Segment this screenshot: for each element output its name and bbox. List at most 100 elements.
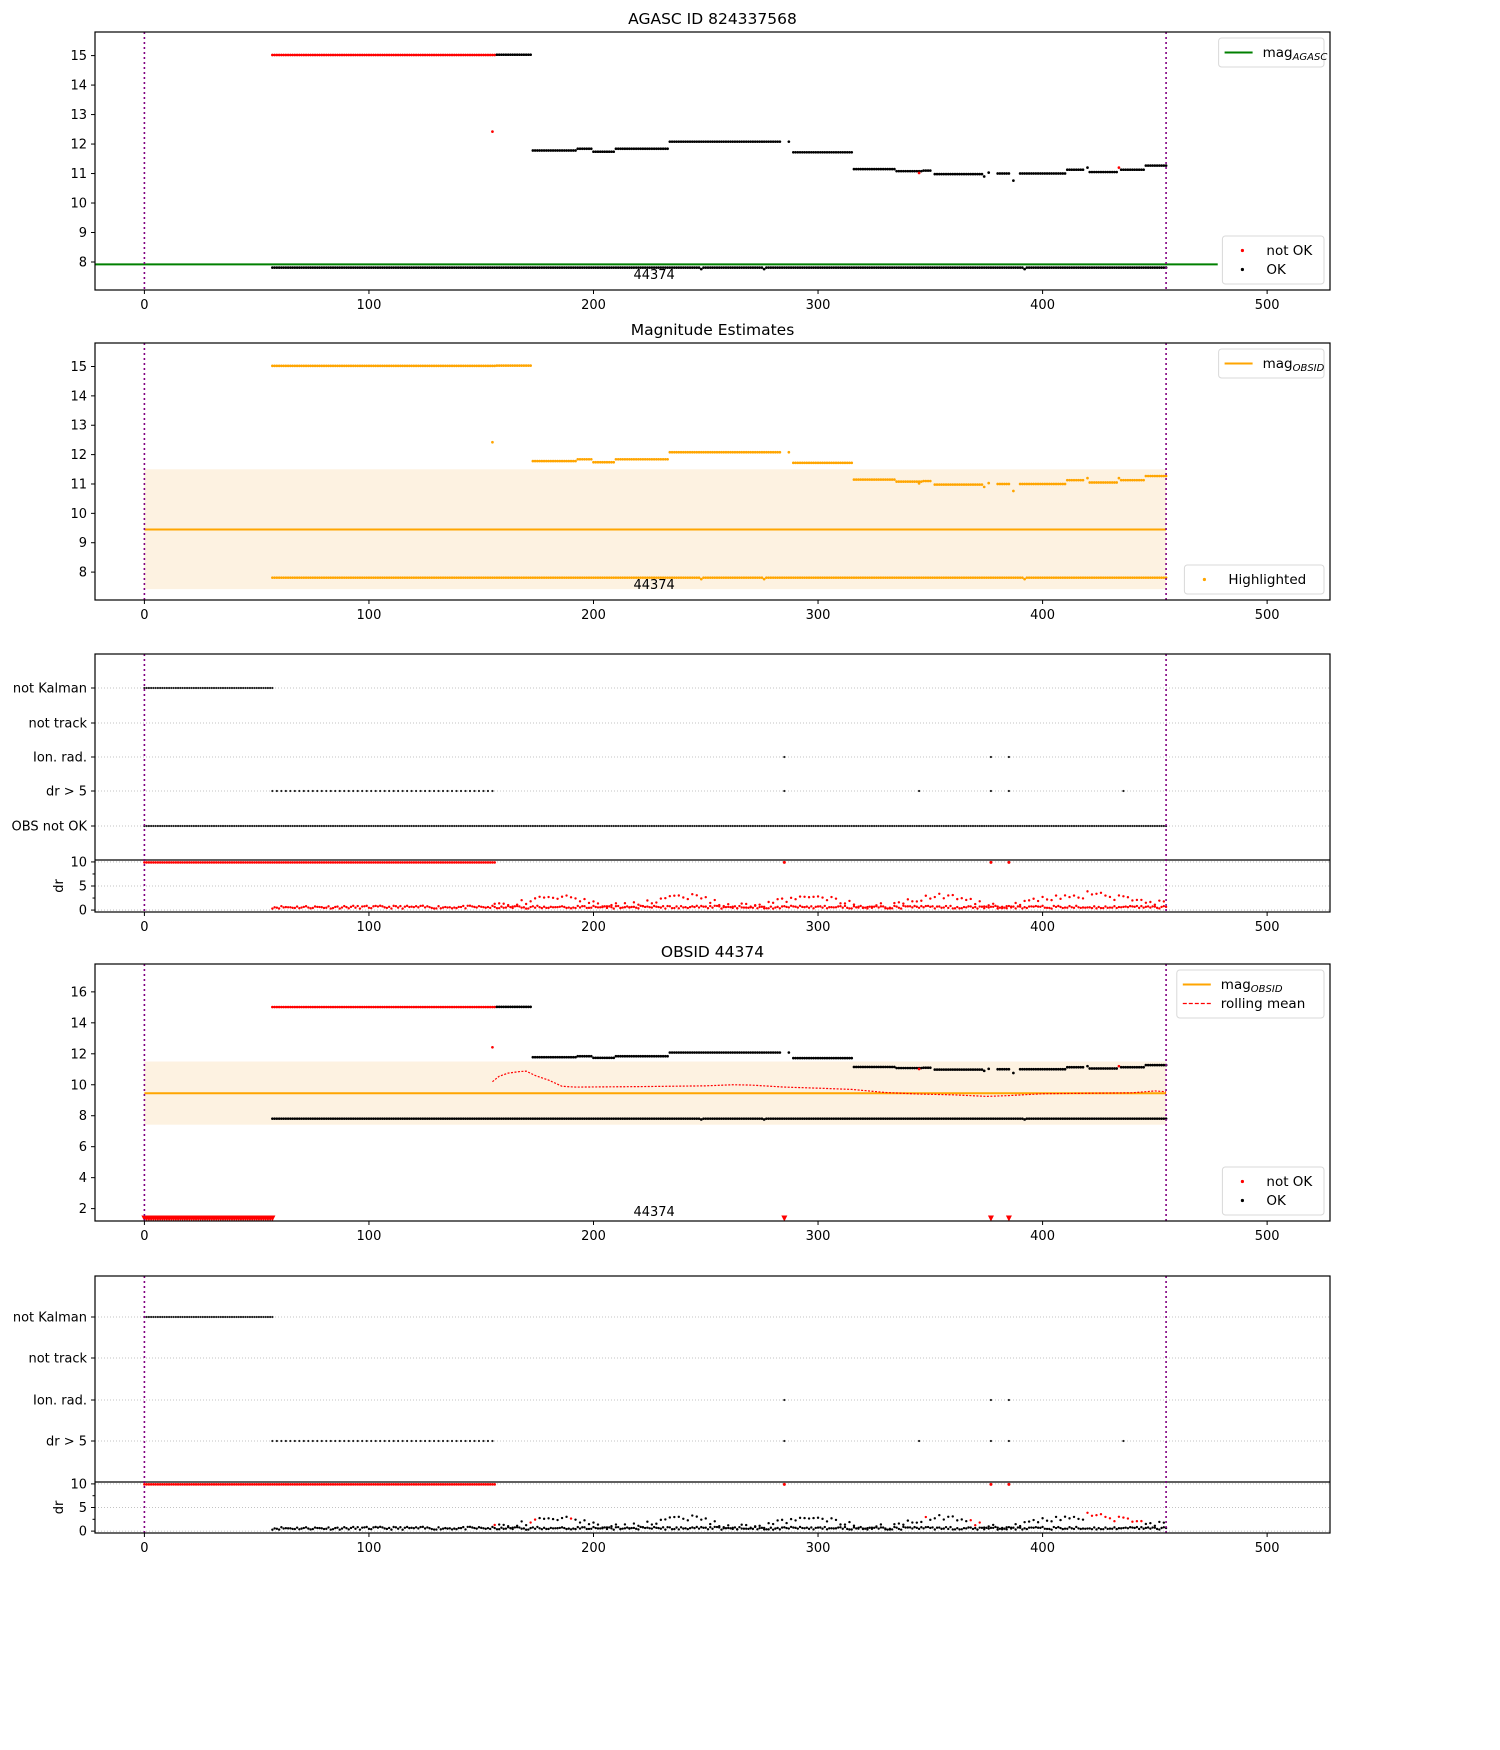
dr-point [1102,1527,1105,1531]
mag-point [421,266,425,269]
x-tick-label: 100 [357,920,382,935]
dr-point [1061,906,1064,910]
mag-point [1018,576,1022,580]
dr-point [533,1527,537,1530]
dr-point [623,1523,627,1526]
mag-point [437,1117,440,1121]
mag-point [722,266,726,269]
dr-point [643,1526,647,1530]
flag-point [653,824,656,828]
mag-point [980,1068,984,1071]
dr-point-large [190,861,193,864]
mag-point [497,1117,501,1121]
flag-point [251,1315,254,1319]
mag-point [778,1051,782,1054]
mag-point [466,576,470,580]
mag-point [408,1117,411,1121]
mag-point [964,1117,968,1121]
mag-point [1142,1065,1145,1069]
mag-point [1050,1067,1053,1071]
mag-point [619,266,622,269]
flag-point [262,824,265,828]
mag-point [607,576,611,580]
mag-point [297,364,301,368]
mag-point [322,576,326,580]
mag-point [502,1005,506,1009]
mag-point [329,364,333,368]
mag-point [423,53,427,57]
flag-point [1138,824,1141,828]
mag-point [596,150,600,154]
dr-point-large [354,1483,357,1486]
dr-point [480,905,483,908]
mag-point [419,1005,422,1009]
dr-point [652,1525,656,1529]
flag-point [392,1439,395,1443]
mag-point [271,1117,274,1121]
mag-point [1155,266,1159,269]
mag-point [558,459,562,463]
mag-point [367,1117,371,1121]
mag-point [423,1117,427,1121]
mag-point [650,457,654,461]
dr-point [807,896,811,899]
mag-point [450,576,454,580]
dr-point [1014,901,1017,905]
mag-point [275,1117,279,1121]
flag-point [944,824,948,828]
mag-point [890,167,894,171]
mag-point [313,266,317,269]
dr-point [421,904,425,907]
dr-point [686,1519,689,1522]
dr-point [803,1527,806,1530]
flag-point [468,789,472,793]
mag-point [1000,1067,1004,1071]
dr-point-large [289,1483,292,1486]
x-tick-label: 100 [357,1229,382,1244]
mag-point [906,1066,910,1070]
dr-point [610,903,613,907]
mag-point [740,266,744,269]
mag-point [495,364,499,367]
mag-point [1088,576,1092,580]
mag-point [421,1005,425,1009]
dr-point [282,1527,285,1530]
flag-point [365,789,368,793]
dr-point [625,905,629,908]
mag-point [729,576,732,580]
mag-point [1155,1063,1159,1067]
mag-point [381,53,384,57]
mag-point [735,1117,739,1121]
mag-point [603,266,607,269]
mag-point [980,576,984,580]
dr-point [569,1517,573,1520]
dr-point [502,1527,505,1531]
dr-point [417,1527,420,1530]
dr-point-large [174,1483,178,1486]
dr-point [1023,1527,1026,1530]
flag-point [897,824,900,828]
mag-point [601,460,604,464]
dr-point [825,1520,829,1523]
dr-point [1135,904,1139,908]
dr-point-large [286,1483,290,1486]
mag-point [607,1117,611,1121]
mag-point [304,1117,308,1121]
mag-point [679,576,683,580]
mag-point [1007,1067,1011,1071]
dr-point [830,895,833,899]
dr-point [565,1515,568,1519]
mag-point [273,364,276,368]
flag-point [311,1439,314,1443]
mag-point [637,1117,640,1121]
dr-point [491,1525,494,1529]
flag-point [502,824,505,828]
mag-point [273,1117,276,1121]
y-tick-label: 5 [79,880,87,895]
mag-point [1041,172,1044,175]
flag-point [181,1315,184,1319]
flag-point [145,824,148,828]
mag-point [598,1056,602,1060]
dr-point-large [426,1483,429,1486]
mag-point [697,1051,701,1054]
